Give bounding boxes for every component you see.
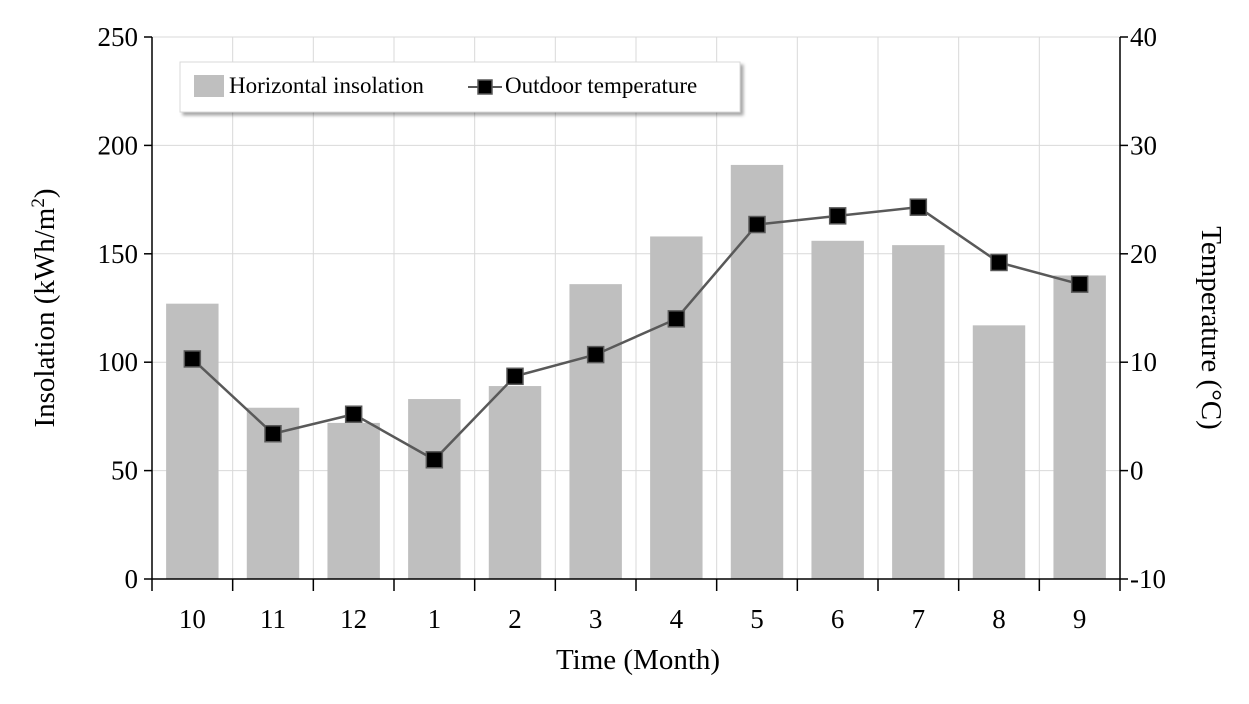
x-tick-label-3: 3 — [589, 604, 603, 634]
temp-point-6 — [828, 207, 847, 225]
temp-point-11 — [264, 424, 282, 443]
bar-4 — [650, 236, 703, 579]
x-tick-label-10: 10 — [179, 604, 206, 634]
temp-point-3 — [586, 345, 605, 364]
legend-box — [179, 61, 741, 113]
temp-point-5 — [748, 215, 766, 234]
x-axis-title: Time (Month) — [556, 644, 720, 676]
y-tick-label: 0 — [125, 564, 139, 594]
temp-point-7 — [909, 198, 928, 216]
bar-8 — [972, 325, 1026, 579]
y-tick-label: 100 — [98, 347, 139, 377]
y2-tick-label: 10 — [1130, 347, 1157, 377]
temp-point-8 — [990, 253, 1008, 272]
temp-point-1 — [425, 451, 444, 469]
y-tick-label: 200 — [98, 130, 139, 160]
temp-point-2 — [506, 367, 524, 386]
legend: Horizontal insolation Outdoor temperatur… — [179, 61, 741, 113]
x-tick-label-7: 7 — [912, 604, 926, 634]
y2-tick-label: -10 — [1130, 564, 1166, 594]
legend-marker-temperature — [477, 79, 493, 95]
y2-tick-label: 0 — [1130, 456, 1144, 486]
temperature-line — [191, 205, 1080, 462]
x-tick-label-6: 6 — [831, 604, 845, 634]
axes — [144, 36, 1128, 591]
bar-7 — [892, 245, 945, 580]
x-tick-label-9: 9 — [1073, 604, 1087, 634]
y-tick-label: 150 — [98, 239, 139, 269]
x-tick-label-5: 5 — [750, 604, 764, 634]
bar-10 — [166, 303, 219, 579]
gridlines — [152, 36, 1120, 579]
temperature-line-series — [183, 198, 1089, 469]
y-tick-label: 50 — [111, 456, 138, 486]
x-tick-label-2: 2 — [508, 604, 522, 634]
y-tick-label: 250 — [98, 22, 139, 52]
bar-9 — [1053, 275, 1106, 579]
bar-2 — [488, 386, 542, 579]
y-axis-title: Insolation (kWh/m2) — [28, 188, 62, 427]
bar-5 — [730, 164, 784, 580]
legend-swatch-insolation — [194, 75, 224, 97]
x-tick-label-1: 1 — [428, 604, 442, 634]
temp-point-9 — [1070, 275, 1089, 293]
temp-point-4 — [667, 310, 686, 328]
temp-point-12 — [344, 405, 363, 423]
temp-point-10 — [183, 350, 202, 368]
x-tick-label-4: 4 — [670, 604, 684, 634]
x-tick-label-12: 12 — [340, 604, 367, 634]
y2-tick-label: 20 — [1130, 239, 1157, 269]
legend-label-temperature: Outdoor temperature — [505, 73, 697, 98]
bar-series — [166, 164, 1106, 580]
bar-12 — [327, 422, 380, 579]
bar-1 — [408, 399, 461, 579]
y2-axis-title: Temperature (°C) — [1195, 226, 1227, 430]
x-tick-label-8: 8 — [992, 604, 1006, 634]
x-tick-label-11: 11 — [260, 604, 286, 634]
legend-label-insolation: Horizontal insolation — [229, 73, 424, 98]
bar-3 — [569, 284, 622, 579]
bar-6 — [811, 240, 864, 580]
y2-tick-label: 30 — [1130, 130, 1157, 160]
y2-tick-label: 40 — [1130, 22, 1157, 52]
